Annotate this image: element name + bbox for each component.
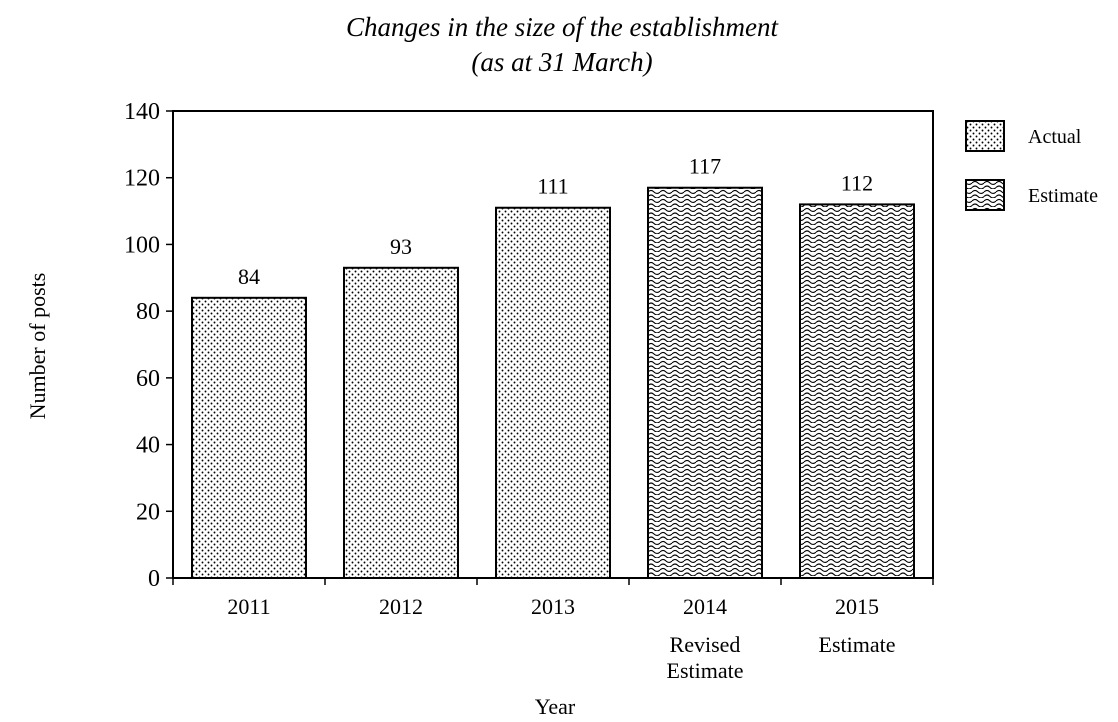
chart-title: Changes in the size of the establishment [346,12,779,42]
x-tick-sublabel: Estimate [667,658,744,683]
y-tick-label-120: 120 [124,166,160,192]
x-tick-sublabel: Estimate [819,632,896,657]
y-tick-label-0: 0 [148,566,160,592]
bar-2013 [495,206,611,579]
legend: Actual Estimate [965,120,1098,211]
x-tick-label-2012: 2012 [379,594,423,619]
data-label-2013: 111 [537,174,568,199]
bar-2015 [799,203,915,579]
legend-label-actual: Actual [1028,126,1082,148]
data-label-2011: 84 [238,264,260,289]
x-tick-label-2011: 2011 [227,594,270,619]
y-tick-label-80: 80 [136,299,160,325]
legend-swatch-estimate [965,179,1005,211]
y-tick-label-40: 40 [136,433,160,459]
bar-2012 [343,266,459,579]
x-axis-title: Year [535,694,576,719]
axis-layer: 2011 2012 2013 2014RevisedEstimate2015Estim… [124,99,934,683]
bar-2011 [191,296,307,579]
bars-layer: 84 93 111 117 112 [191,154,915,579]
y-tick-label-20: 20 [136,499,160,525]
legend-label-estimate: Estimate [1028,185,1098,207]
y-axis-title: Number of posts [25,273,50,420]
x-tick-sublabel: Revised [670,632,741,657]
x-tick-label-2015: 2015 [835,594,879,619]
data-label-2012: 93 [390,234,412,259]
y-tick-label-60: 60 [136,366,160,392]
x-tick-label-2014: 2014 [683,594,727,619]
bar-2014 [647,186,763,579]
y-tick-label-100: 100 [124,232,160,258]
chart-subtitle: (as at 31 March) [471,47,652,77]
y-tick-label-140: 140 [124,99,160,125]
data-label-2014: 117 [689,154,721,179]
data-label-2015: 112 [841,170,873,195]
x-tick-label-2013: 2013 [531,594,575,619]
legend-swatch-actual [965,120,1005,152]
